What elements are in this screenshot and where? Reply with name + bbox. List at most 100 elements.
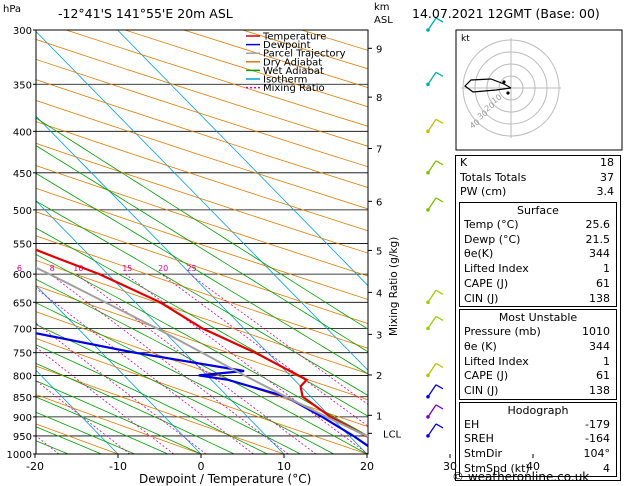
temperature-tick-label: 40 — [526, 460, 540, 473]
pressure-tick-label: 300 — [13, 26, 32, 37]
mixing-ratio-line — [49, 273, 289, 454]
surface-section: Surface Temp (°C) 25.6 Dewp (°C) 21.5 θe(K… — [459, 202, 617, 308]
mu-row: CIN (J) 138 — [464, 383, 610, 397]
height-tick-label: 5 — [376, 246, 382, 257]
pressure-tick-label: 950 — [13, 432, 32, 443]
wet-adiabat — [36, 324, 301, 454]
isotherm-line — [36, 285, 202, 454]
hpa-label: hPa — [3, 4, 22, 15]
legend-label: Dewpoint — [263, 40, 311, 51]
legend-label: Isotherm — [263, 75, 307, 86]
wet-adiabat — [36, 200, 368, 396]
height-tick-label: 4 — [376, 288, 382, 299]
mixing-ratio-tick-label: 10 — [73, 264, 83, 273]
dry-adiabat — [36, 79, 368, 188]
isotherm-line — [36, 369, 119, 454]
mixing-ratio-tick-label: 6 — [17, 264, 22, 273]
mu-row: Lifted Index 1 — [464, 354, 610, 368]
hodo-storm-marker — [502, 80, 506, 84]
valid-time: 14.07.2021 12GMT (Base: 00) — [412, 6, 600, 21]
legend-label: Parcel Trajectory — [263, 49, 346, 60]
pressure-tick-label: 400 — [13, 127, 32, 138]
location-title: -12°41'S 141°55'E 20m ASL — [58, 6, 233, 21]
surface-row: θe(K) 344 — [464, 247, 610, 261]
mixing-ratio-tick-label: 8 — [50, 264, 55, 273]
dry-adiabat — [36, 58, 368, 168]
mixing-ratio-line — [189, 273, 368, 405]
wet-adiabat — [36, 344, 268, 454]
temperature-tick-label: 0 — [198, 460, 205, 473]
pressure-tick-label: 550 — [13, 239, 32, 250]
most-unstable-title: Most Unstable — [498, 311, 578, 325]
wind-barbs — [426, 17, 444, 438]
mixing-ratio-tick-label: 25 — [187, 264, 197, 273]
hodo-row: SREH -164 — [464, 432, 610, 446]
pressure-tick-label: 900 — [13, 413, 32, 424]
mixing-ratio-labels: 12346810152025 — [17, 264, 197, 273]
wet-adiabat — [36, 278, 368, 454]
mu-row: CAPE (J) 61 — [464, 369, 610, 383]
mixing-ratio-line — [36, 322, 207, 454]
dewpoint-trace — [36, 332, 368, 448]
pressure-tick-label: 700 — [13, 324, 32, 335]
height-tick-label: 7 — [376, 144, 382, 155]
pressure-tick-label: 650 — [13, 298, 32, 309]
wet-adiabat — [36, 117, 368, 330]
wind-barb — [427, 160, 437, 174]
height-tick-label: 1 — [376, 411, 382, 422]
pressure-tick-label: 500 — [13, 206, 32, 217]
dry-adiabat — [36, 311, 368, 428]
wind-barb — [427, 197, 437, 211]
legend-label: Temperature — [262, 32, 326, 43]
asl-label: ASL — [374, 15, 393, 26]
dry-adiabat — [36, 99, 368, 210]
wet-adiabat — [36, 396, 168, 454]
surface-title: Surface — [517, 204, 559, 218]
height-tick-label: 8 — [376, 93, 382, 104]
hodo-row: EH -179 — [464, 417, 610, 431]
wind-barb — [427, 404, 437, 418]
wet-adiabat — [36, 172, 368, 375]
wet-adiabat — [36, 302, 334, 454]
sounding-traces — [36, 248, 368, 448]
mixing-ratio-line — [76, 273, 317, 454]
hodograph-trace — [464, 78, 512, 93]
temperature-tick-label: -20 — [26, 460, 44, 473]
mixing-ratio-tick-label: 20 — [158, 264, 168, 273]
wind-barb — [427, 363, 437, 376]
dry-adiabat — [36, 121, 368, 232]
diagram-lines — [36, 30, 368, 454]
hodo-row: StmSpd (kt) 4 — [464, 461, 610, 475]
mu-row: θe (K) 344 — [464, 339, 610, 353]
wind-barb — [427, 384, 437, 398]
hodograph-plot: kt 10 20 30 40 — [455, 29, 623, 151]
pressure-tick-label: 850 — [13, 393, 32, 404]
height-tick-label: LCL — [383, 429, 402, 440]
surface-row: CAPE (J) 61 — [464, 276, 610, 290]
dry-adiabat — [36, 211, 368, 325]
mu-row: Pressure (mb) 1010 — [464, 325, 610, 339]
hodograph-unit: kt — [461, 34, 470, 44]
plot-frame — [35, 29, 369, 455]
pressure-tick-label: 800 — [13, 371, 32, 382]
wind-barb — [427, 118, 437, 132]
temperature-tick-label: 30 — [443, 460, 457, 473]
dry-adiabat — [36, 259, 368, 375]
wind-barb — [427, 423, 437, 437]
mixing-ratio-line — [36, 287, 254, 454]
indices-table: K 18 Totals Totals 37 PW (cm) 3.4 Surface T… — [455, 155, 621, 482]
parcel-trajectory-trace — [36, 266, 368, 438]
surface-row: Lifted Index 1 — [464, 262, 610, 276]
height-tick-label: 2 — [376, 371, 382, 382]
wind-barb — [427, 316, 437, 329]
wet-adiabat — [36, 380, 202, 454]
surface-row: Dewp (°C) 21.5 — [464, 232, 610, 246]
legend-label: Dry Adiabat — [263, 57, 322, 68]
wet-adiabat — [36, 227, 368, 417]
height-tick-label: 6 — [376, 197, 382, 208]
pressure-tick-label: 1000 — [7, 450, 32, 461]
